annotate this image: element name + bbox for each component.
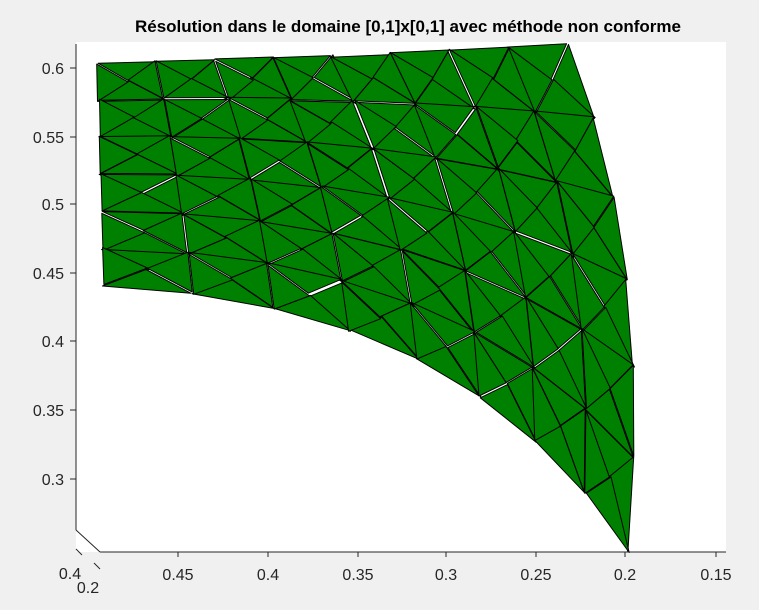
mesh-triangle [164,98,203,138]
mesh-triangle [341,281,382,332]
mesh-triangle [386,198,428,252]
mesh-triangle [533,111,576,181]
z-tick-label: 0.3 [42,472,64,489]
mesh-triangle [452,211,491,271]
mesh-triangle [354,100,397,149]
z-axis-ticks: 0.6 0.55 0.5 0.45 0.4 0.35 0.3 [33,61,76,489]
mesh-triangle [525,296,559,368]
y-axis-ticks: 0.20.4 [59,548,101,597]
y-tick-mark [93,562,101,570]
mesh-triangle [259,220,302,264]
mesh-triangle [464,270,501,333]
axes-lines [75,44,726,553]
mesh-triangle [142,212,188,254]
z-tick-label: 0.5 [42,197,64,214]
y-tick-label: 0.4 [59,566,81,583]
mesh-triangle [267,264,310,310]
mesh-triangle [498,167,538,233]
mesh-triangle [147,251,193,293]
surface-mesh [96,43,635,553]
mesh-triangle [401,250,441,306]
mesh-triangle [409,302,447,360]
mesh-triangle [475,315,535,368]
x-tick-label: 0.35 [342,567,373,584]
mesh-triangle [307,143,349,189]
mesh-triangle [228,98,269,140]
mesh-triangle [319,185,362,233]
x-tick-label: 0.2 [614,567,636,584]
y-tick-label: 0.2 [77,580,99,597]
mesh-triangle [531,367,561,442]
x-tick-label: 0.25 [520,567,551,584]
mesh-triangle [183,214,227,255]
z-tick-label: 0.45 [33,266,64,283]
x-tick-label: 0.3 [435,567,457,584]
mesh-triangle [250,178,293,222]
mesh-triangle [272,56,314,100]
chart-title: Résolution dans le domaine [0,1]x[0,1] a… [135,17,681,36]
mesh-triangle [96,63,129,102]
y-tick-mark [75,548,83,556]
mesh-triangle [330,56,373,103]
y-axis-line [75,529,101,553]
z-tick-label: 0.6 [42,61,64,78]
mesh-triangle [581,328,611,409]
mesh-triangle [507,46,553,113]
mesh-triangle [238,136,280,179]
mesh-triangle [215,60,254,101]
mesh-triangle [266,262,342,294]
z-tick-label: 0.4 [42,334,64,351]
mesh-triangle [98,135,138,175]
mesh-triangle [188,254,234,295]
mesh-triangle [413,104,457,159]
mesh-triangle [169,137,211,177]
mesh-triangle [101,212,146,251]
mesh-triangle [609,364,635,457]
mesh-triangle [102,269,192,294]
mesh-triangle [473,331,507,397]
mesh-triangle [556,181,595,255]
mesh-triangle [585,476,630,553]
mesh-triangle [479,384,537,443]
mesh-triangle [175,174,218,215]
mesh-triangle [389,51,434,104]
x-tick-label: 0.4 [257,567,279,584]
z-tick-label: 0.55 [33,130,64,147]
mesh-triangle [448,48,494,107]
mesh-triangle [373,148,416,200]
x-tick-label: 0.45 [162,567,193,584]
mesh-triangle [155,60,192,99]
mesh-triangle [570,254,605,332]
x-tick-label: 0.15 [700,567,731,584]
mesh-triangle [100,173,143,212]
mesh-triangle [99,98,135,137]
mesh-triangle [413,102,475,134]
x-axis-ticks: 0.45 0.4 0.35 0.3 0.25 0.2 0.15 [162,552,732,584]
mesh-triangle [584,409,610,494]
mesh-triangle [289,100,332,145]
mesh-triangle [436,157,478,215]
z-tick-label: 0.35 [33,403,64,420]
mesh-triangle [513,230,550,298]
mesh-triangle [476,106,519,168]
mesh-triangle [332,232,374,282]
mesh-triangle [411,302,476,347]
mesh-triangle [525,276,583,330]
mesh-triangle [102,247,148,285]
